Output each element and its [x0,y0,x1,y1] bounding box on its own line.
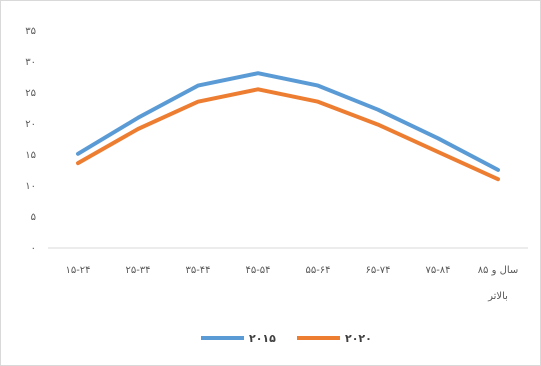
y-tick-label: ۲۰ [25,119,36,130]
y-tick-label: ۱۰ [25,181,36,192]
x-tick-label: ۲۵-۳۴ [125,265,150,276]
x-tick-label: ۳۵-۴۴ [185,265,210,276]
y-tick-label: ۳۰ [25,57,36,68]
x-tick-label: ۶۵-۷۴ [365,265,390,276]
x-tick-label: ۷۵-۸۴ [425,265,450,276]
y-tick-label: ۲۵ [25,88,36,99]
y-tick-label: ۳۵ [25,26,36,37]
y-tick-label: ۰ [31,243,36,254]
legend-label: ۲۰۲۰ [345,332,372,345]
x-tick-label: ۵۵-۶۴ [305,265,330,276]
x-tick-label: ۸۵ سال و بالاتر [478,265,519,302]
y-tick-label: ۱۵ [25,150,36,161]
x-tick-label: ۱۵-۲۴ [65,265,90,276]
legend-label: ۲۰۱۵ [249,332,276,345]
series-line [76,87,500,182]
series-line [76,71,500,172]
x-tick-label: ۴۵-۵۴ [245,265,270,276]
y-tick-label: ۵ [31,212,36,223]
